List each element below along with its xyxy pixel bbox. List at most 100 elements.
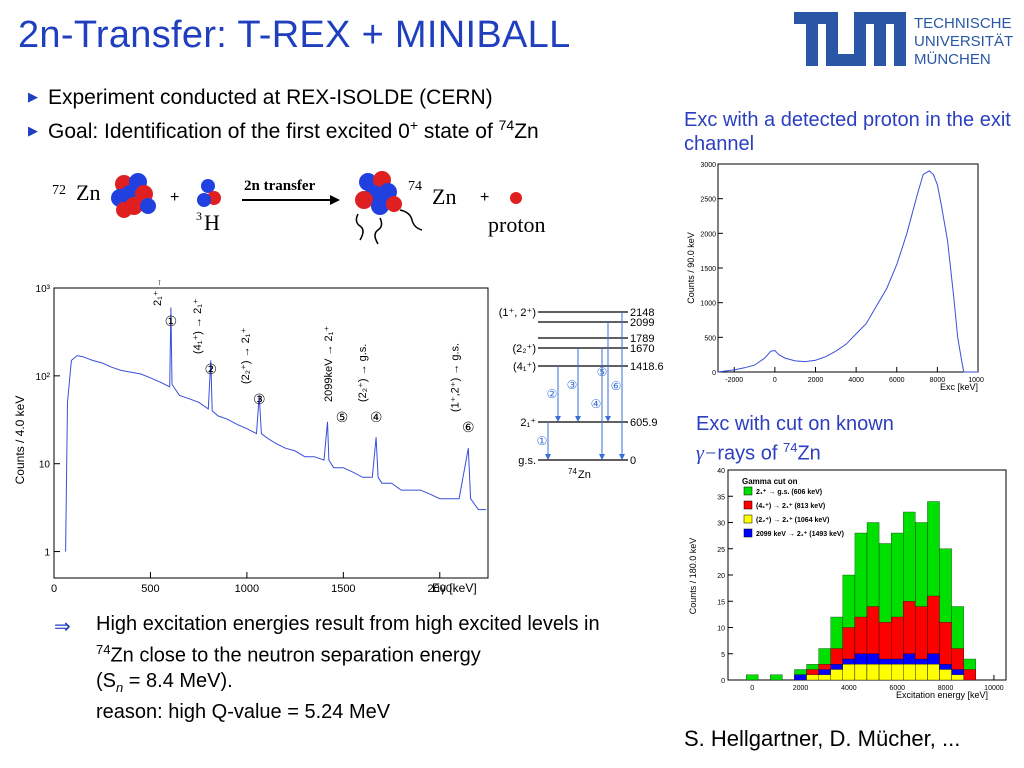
yellow-bar: [927, 664, 940, 681]
yellow-bar: [806, 674, 819, 681]
plot-frame: [53, 287, 489, 579]
x-tick-label: 6000: [889, 377, 905, 384]
red-bar: [963, 669, 976, 681]
x-tick-label: 2000: [793, 685, 809, 692]
level-energy: 2099: [630, 317, 654, 329]
peak-transition-label: 2099keV → 2₁⁺: [323, 326, 335, 402]
x-tick-label: 0: [51, 583, 57, 595]
level-energy: 1789: [630, 333, 654, 345]
x-tick-label: 8000: [938, 685, 954, 692]
y-tick-label: 10: [717, 626, 725, 633]
arrow-head-icon: [599, 454, 605, 460]
conclusion-line-4: reason: high Q-value = 5.24 MeV: [96, 700, 391, 723]
x-axis-label: Eγ [keV]: [432, 581, 477, 595]
x-tick-label: 4000: [841, 685, 857, 692]
target-nucleus-icon: [111, 173, 156, 218]
yellow-bar: [951, 674, 964, 681]
yellow-bar: [818, 674, 831, 681]
y-tick-label: 1: [44, 548, 50, 559]
green-bar: [770, 674, 783, 681]
gamma-wave-icon: [374, 217, 383, 245]
transition-id: ③: [567, 378, 578, 392]
bullet-experiment: ▶ Experiment conducted at REX-ISOLDE (CER…: [28, 86, 493, 110]
arrow-head-icon: [605, 416, 611, 422]
yellow-bar: [842, 664, 856, 681]
y-tick-label: 15: [717, 599, 725, 606]
x-tick-label: 10000: [984, 685, 1004, 692]
level-energy: 1670: [630, 343, 654, 355]
peak-id-label: ⑥: [462, 419, 475, 435]
tum-logo: TECHNISCHE UNIVERSITÄT MÜNCHEN: [790, 8, 1020, 70]
y-tick-label: 1000: [700, 301, 716, 308]
x-tick-label: 2000: [808, 377, 824, 384]
svg-text:Zn: Zn: [432, 184, 456, 209]
legend-label: (2₂⁺) → 2₁⁺ (1064 keV): [756, 517, 829, 524]
level-spin: (4₁⁺): [513, 361, 536, 373]
x-tick-label: 8000: [930, 377, 946, 384]
yellow-bar: [939, 669, 952, 681]
logo-line-1: TECHNISCHE: [914, 15, 1012, 32]
svg-text:+: +: [170, 189, 179, 206]
y-tick-label: 5: [721, 652, 725, 659]
logo-line-3: MÜNCHEN: [914, 50, 991, 68]
y-tick-label: 30: [717, 521, 725, 528]
implies-icon: ⇒: [54, 616, 71, 638]
blue-bar: [794, 674, 807, 681]
legend-swatch: [743, 486, 753, 496]
exc-gamma-cut-chart: Counts / 180.0 keV Excitation energy [ke…: [688, 468, 1007, 700]
level-spin: (2₂⁺): [512, 343, 536, 355]
transition-id: ⑤: [597, 365, 608, 379]
peak-id-label: ⑤: [336, 409, 349, 425]
y-tick-label: 2500: [700, 197, 716, 204]
arrow-head-icon: [555, 416, 561, 422]
x-tick-label: 0: [773, 377, 777, 384]
triton-icon: [197, 179, 221, 207]
y-tick-label: 10: [39, 460, 51, 471]
gamma-wave-icon: [399, 209, 423, 231]
legend-swatch: [743, 514, 753, 524]
credit-text: S. Hellgartner, D. Mücher, ...: [684, 726, 961, 751]
legend-swatch: [743, 500, 753, 510]
yellow-bar: [878, 664, 892, 681]
level-energy: 0: [630, 455, 636, 467]
y-tick-label: 500: [704, 335, 716, 342]
legend-label: 2₁⁺ → g.s. (606 keV): [756, 489, 822, 496]
peak-transition-label: (4₁⁺) → 2₁⁺: [192, 298, 204, 354]
target-element: Zn: [76, 180, 100, 205]
peak-id-label: ①: [165, 313, 178, 329]
level-spin: g.s.: [518, 455, 536, 467]
nucleus-mass: 74: [568, 467, 577, 476]
x-tick-label: 1500: [331, 583, 355, 595]
peak-transition-label: (1⁺,2⁺) → g.s.: [449, 343, 461, 412]
x-axis-label: Excitation energy [keV]: [896, 690, 988, 700]
proton-icon: [510, 192, 522, 204]
conclusion-text: High excitation energies result from hig…: [96, 612, 676, 725]
svg-text:H: H: [204, 210, 220, 235]
y-tick-label: 10²: [36, 372, 51, 383]
peak-transition-label: 2₁⁺ → g.s: [152, 280, 164, 306]
y-tick-label: 0: [721, 678, 725, 685]
y-tick-label: 35: [717, 494, 725, 501]
y-tick-label: 10³: [36, 284, 51, 295]
peak-transition-label: (2₂⁺) → g.s.: [357, 344, 369, 402]
x-tick-label: 10000: [968, 377, 984, 384]
yellow-bar: [830, 669, 843, 681]
svg-text:+: +: [480, 189, 489, 206]
x-tick-label: 6000: [889, 685, 905, 692]
svg-text:3: 3: [196, 209, 202, 223]
target-mass: 72: [52, 183, 66, 198]
exc-caption: Exc with a detected proton in the exit c…: [684, 109, 1011, 155]
bullet-triangle-icon: ▶: [28, 123, 38, 138]
level-energy: 2148: [630, 307, 654, 319]
exc-proton-line: [717, 170, 978, 373]
x-tick-label: 500: [141, 583, 159, 595]
arrow-head-icon: [575, 416, 581, 422]
x-tick-label: 1000: [235, 583, 259, 595]
nucleus-element: Zn: [578, 469, 591, 481]
product-nucleus-icon: [355, 171, 402, 215]
bullet-text: Goal: Identification of the first excite…: [48, 120, 410, 143]
legend-label: (4₁⁺) → 2₁⁺ (813 keV): [756, 503, 825, 510]
gamma-spectrum-chart: Counts / 4.0 keV Eγ [keV] 0 500 1000 1500 20…: [13, 280, 489, 595]
y-tick-label: 20: [717, 573, 725, 580]
